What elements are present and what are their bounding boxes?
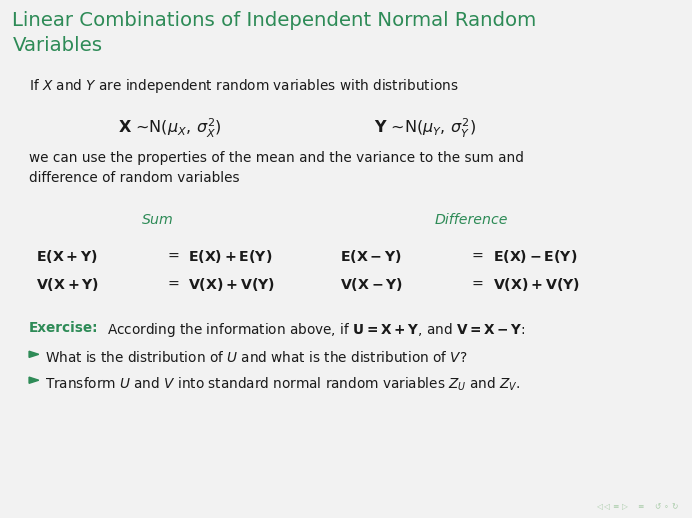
Text: we can use the properties of the mean and the variance to the sum and
difference: we can use the properties of the mean an… [29,151,524,185]
Text: $\mathbf{E(X) - E(Y)}$: $\mathbf{E(X) - E(Y)}$ [493,248,577,265]
Text: Exercise:: Exercise: [29,321,98,335]
Text: $\mathbf{Y}$ ~N($\mu_Y,\,\sigma_Y^2$): $\mathbf{Y}$ ~N($\mu_Y,\,\sigma_Y^2$) [374,117,476,140]
Text: $=$: $=$ [165,276,180,290]
Text: $=$: $=$ [469,248,484,262]
Text: $=$: $=$ [165,248,180,262]
Text: $\mathbf{E(X + Y)}$: $\mathbf{E(X + Y)}$ [36,248,98,265]
Text: $\mathbf{E(X) + E(Y)}$: $\mathbf{E(X) + E(Y)}$ [188,248,273,265]
Text: $\mathbf{V(X - Y)}$: $\mathbf{V(X - Y)}$ [340,276,403,293]
Text: Transform $U$ and $V$ into standard normal random variables $Z_U$ and $Z_V$.: Transform $U$ and $V$ into standard norm… [45,376,520,394]
Polygon shape [29,351,39,357]
Text: $\mathbf{V(X) + V(Y)}$: $\mathbf{V(X) + V(Y)}$ [188,276,275,293]
Text: $\mathbf{V(X) + V(Y)}$: $\mathbf{V(X) + V(Y)}$ [493,276,580,293]
Text: $\mathbf{X}$ ~N($\mu_X,\,\sigma_X^2$): $\mathbf{X}$ ~N($\mu_X,\,\sigma_X^2$) [118,117,221,140]
Polygon shape [29,377,39,383]
Text: $\mathbf{E(X - Y)}$: $\mathbf{E(X - Y)}$ [340,248,402,265]
Text: If $X$ and $Y$ are independent random variables with distributions: If $X$ and $Y$ are independent random va… [29,77,459,95]
Text: Linear Combinations of Independent Normal Random
Variables: Linear Combinations of Independent Norma… [12,11,537,54]
Text: $\mathbf{V(X + Y)}$: $\mathbf{V(X + Y)}$ [36,276,99,293]
Text: Sum: Sum [142,213,174,227]
Text: According the information above, if $\mathbf{U = X + Y}$, and $\mathbf{V = X - Y: According the information above, if $\ma… [107,321,526,339]
Text: $=$: $=$ [469,276,484,290]
Text: Difference: Difference [435,213,508,227]
Text: $\triangleleft\triangleleft\equiv\triangleright\quad\equiv\quad\circlearrowleft\: $\triangleleft\triangleleft\equiv\triang… [597,501,680,512]
Text: What is the distribution of $U$ and what is the distribution of $V$?: What is the distribution of $U$ and what… [45,350,468,365]
